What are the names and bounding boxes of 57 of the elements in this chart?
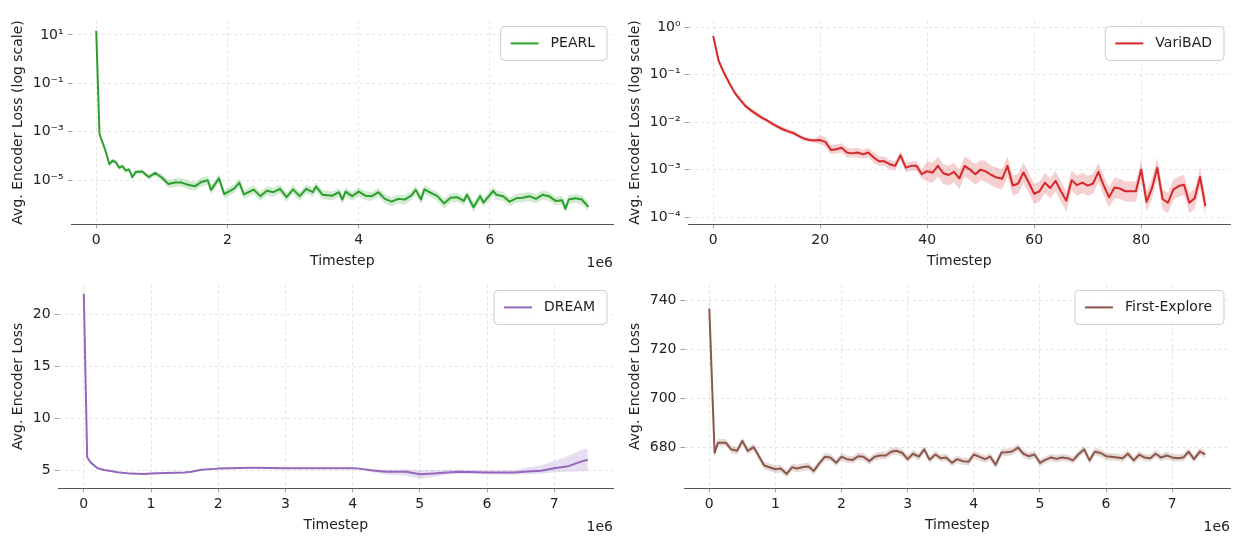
y-tick-label: 10⁻³ xyxy=(32,122,64,139)
y-axis-title: Avg. Encoder Loss (log scale) xyxy=(9,20,26,225)
x-tick-label: 0 xyxy=(91,231,101,248)
x-tick-label: 0 xyxy=(79,495,89,512)
y-tick-label: 20 xyxy=(32,305,51,322)
y-tick-label: 5 xyxy=(41,461,51,478)
x-tick-label: 6 xyxy=(1101,495,1111,512)
legend-label: PEARL xyxy=(550,34,596,51)
x-tick-label: 0 xyxy=(708,231,718,248)
x-tick-label: 7 xyxy=(1167,495,1177,512)
x-tick-label: 1 xyxy=(770,495,780,512)
x-axis-title: Timestep xyxy=(302,516,369,533)
y-axis-title: Avg. Encoder Loss (log scale) xyxy=(626,20,643,225)
y-axis-title: Avg. Encoder Loss xyxy=(9,322,26,451)
x-tick-label: 5 xyxy=(415,495,425,512)
x-tick-label: 60 xyxy=(1025,231,1044,248)
x-tick-label: 4 xyxy=(348,495,358,512)
x-tick-label: 4 xyxy=(969,495,979,512)
x-tick-label: 5 xyxy=(1035,495,1045,512)
x-tick-label: 2 xyxy=(213,495,223,512)
text: 1e6 xyxy=(1203,517,1231,534)
y-tick-label: 15 xyxy=(32,357,51,374)
x-tick-label: 0 xyxy=(704,495,714,512)
legend-label: VariBAD xyxy=(1155,34,1213,51)
x-axis-title: Timestep xyxy=(309,252,375,269)
y-tick-label: 740 xyxy=(649,291,677,308)
y-tick-label: 10⁻³ xyxy=(649,160,681,177)
y-tick-label: 10¹ xyxy=(40,25,64,42)
x-tick-label: 2 xyxy=(837,495,847,512)
y-tick-label: 720 xyxy=(649,340,677,357)
x-tick-label: 40 xyxy=(918,231,937,248)
y-tick-label: 700 xyxy=(649,389,677,406)
x-tick-label: 6 xyxy=(482,495,492,512)
x-tick-label: 20 xyxy=(811,231,830,248)
x-tick-label: 3 xyxy=(903,495,913,512)
x-tick-label: 7 xyxy=(549,495,559,512)
x-tick-label: 80 xyxy=(1132,231,1151,248)
x-tick-label: 4 xyxy=(354,231,364,248)
y-tick-label: 10⁻¹ xyxy=(32,74,64,91)
x-tick-label: 2 xyxy=(223,231,232,248)
y-tick-label: 10⁰ xyxy=(657,17,681,34)
legend-label: First-Explore xyxy=(1124,298,1213,315)
y-tick-label: 680 xyxy=(649,438,677,455)
y-tick-label: 10⁻² xyxy=(649,112,681,129)
text: 1e6 xyxy=(586,517,614,534)
x-tick-label: 6 xyxy=(485,231,495,248)
x-axis-title: Timestep xyxy=(926,252,992,269)
y-tick-label: 10⁻⁵ xyxy=(32,170,64,187)
x-tick-label: 3 xyxy=(280,495,290,512)
y-tick-label: 10⁻¹ xyxy=(649,65,681,82)
legend-label: DREAM xyxy=(543,298,596,315)
text: 1e6 xyxy=(586,253,614,270)
x-axis-title: Timestep xyxy=(923,516,990,533)
y-tick-label: 10 xyxy=(32,409,51,426)
x-tick-label: 1 xyxy=(146,495,156,512)
y-axis-title: Avg. Encoder Loss xyxy=(626,322,643,451)
y-tick-label: 10⁻⁴ xyxy=(649,207,681,224)
